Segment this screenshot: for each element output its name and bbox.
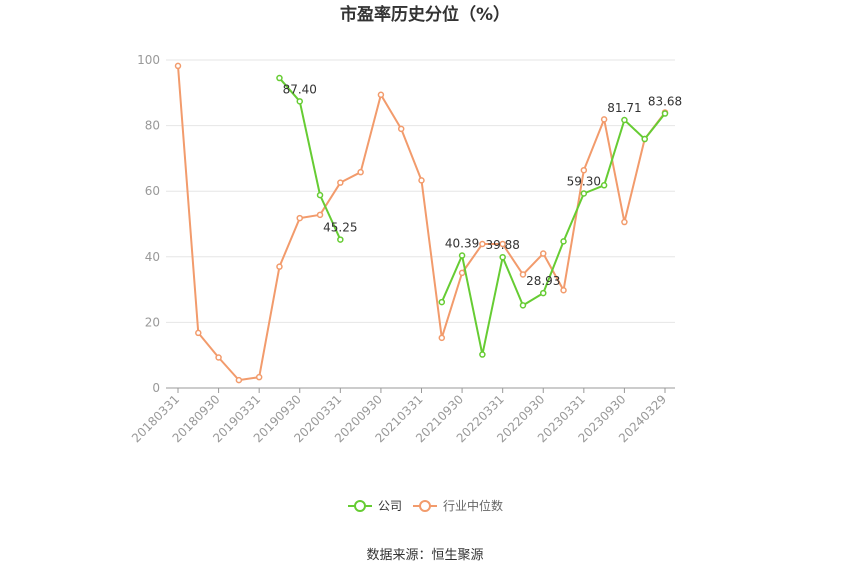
data-point: [641, 135, 648, 143]
legend-swatch-marker: [354, 500, 366, 512]
grid: [166, 59, 675, 323]
data-point: [540, 289, 547, 297]
data-labels: 87.40 45.25 40.39 39.88 28.93 59.30 81.71 83.68: [283, 82, 683, 288]
data-point: [296, 214, 303, 222]
data-point: [337, 236, 344, 243]
data-point: [560, 287, 567, 294]
data-point: [397, 125, 405, 133]
data-point: [458, 252, 466, 259]
series-line: [440, 112, 666, 356]
data-point: [479, 351, 486, 358]
data-label: 45.25: [323, 221, 357, 235]
data-label: 28.93: [526, 274, 560, 288]
y-tick-label: 80: [145, 119, 160, 133]
data-label: 40.39: [445, 237, 479, 251]
data-source: 数据来源：恒生聚源: [366, 548, 483, 563]
data-label: 83.68: [648, 95, 682, 109]
legend-swatch-marker: [419, 500, 431, 512]
data-point: [519, 302, 527, 309]
data-point: [195, 329, 202, 337]
data-point: [276, 263, 283, 270]
legend-label: 公司: [378, 499, 402, 513]
series-line: [177, 65, 666, 382]
chart-title: 市盈率历史分位（%）: [340, 4, 510, 25]
data-point: [661, 110, 669, 117]
y-tick-label: 40: [145, 250, 160, 264]
data-label: 39.88: [485, 238, 519, 252]
data-point: [418, 177, 425, 184]
data-point: [479, 240, 486, 248]
series-industry-median: [174, 62, 669, 384]
data-point: [316, 191, 324, 199]
data-point: [540, 250, 547, 257]
data-point: [600, 116, 608, 123]
y-tick-label: 0: [152, 381, 160, 395]
data-point: [499, 240, 506, 248]
axes: 0204060801002018033120180930201903312019…: [129, 53, 675, 445]
data-point: [600, 182, 608, 189]
series-company: [276, 74, 669, 358]
y-tick-label: 100: [137, 53, 160, 67]
data-point: [235, 376, 243, 384]
data-point: [296, 98, 303, 105]
data-point: [438, 334, 446, 342]
data-point: [215, 354, 222, 361]
data-point: [255, 373, 263, 381]
data-point: [174, 62, 182, 70]
series-layer: [174, 62, 669, 384]
legend-label: 行业中位数: [443, 498, 503, 513]
data-point: [337, 179, 344, 186]
legend[interactable]: 公司 行业中位数: [348, 498, 503, 513]
data-point: [357, 168, 364, 176]
data-label: 59.30: [567, 174, 601, 188]
data-point: [560, 238, 567, 245]
y-tick-label: 20: [145, 315, 160, 329]
data-point: [499, 253, 506, 261]
data-point: [316, 211, 324, 219]
data-label: 87.40: [283, 82, 317, 96]
data-point: [621, 116, 628, 124]
legend-item-industry-median[interactable]: 行业中位数: [413, 498, 503, 513]
y-tick-label: 60: [145, 184, 160, 198]
data-point: [519, 271, 527, 278]
data-point: [276, 74, 283, 82]
data-point: [580, 166, 588, 174]
data-point: [458, 269, 466, 277]
data-point: [621, 218, 628, 226]
data-point: [438, 298, 446, 306]
data-point: [377, 91, 385, 99]
legend-item-company[interactable]: 公司: [348, 499, 402, 513]
series-line: [278, 77, 342, 240]
data-point: [580, 190, 588, 197]
data-label: 81.71: [607, 101, 641, 115]
